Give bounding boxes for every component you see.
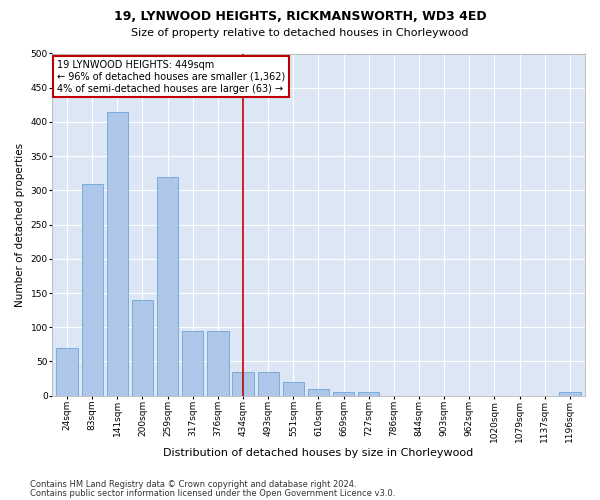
Bar (107, 112, 128, 396)
Text: Contains public sector information licensed under the Open Government Licence v3: Contains public sector information licen… (30, 488, 395, 498)
Bar (132, 300, 153, 396)
Bar (358, 392, 379, 396)
Bar (182, 330, 203, 396)
Text: Contains HM Land Registry data © Crown copyright and database right 2024.: Contains HM Land Registry data © Crown c… (30, 480, 356, 489)
Y-axis label: Number of detached properties: Number of detached properties (15, 142, 25, 306)
Bar (56, 348, 78, 396)
Bar (82, 184, 103, 396)
Bar (308, 389, 329, 396)
Bar (207, 330, 229, 396)
Bar (559, 392, 581, 396)
Text: 19, LYNWOOD HEIGHTS, RICKMANSWORTH, WD3 4ED: 19, LYNWOOD HEIGHTS, RICKMANSWORTH, WD3 … (113, 10, 487, 23)
Bar (283, 382, 304, 396)
Text: Size of property relative to detached houses in Chorleywood: Size of property relative to detached ho… (131, 28, 469, 38)
Bar (232, 372, 254, 396)
Bar (333, 392, 355, 396)
Bar (157, 176, 178, 396)
Text: 19 LYNWOOD HEIGHTS: 449sqm
← 96% of detached houses are smaller (1,362)
4% of se: 19 LYNWOOD HEIGHTS: 449sqm ← 96% of deta… (58, 60, 286, 94)
X-axis label: Distribution of detached houses by size in Chorleywood: Distribution of detached houses by size … (163, 448, 473, 458)
Bar (257, 372, 279, 396)
